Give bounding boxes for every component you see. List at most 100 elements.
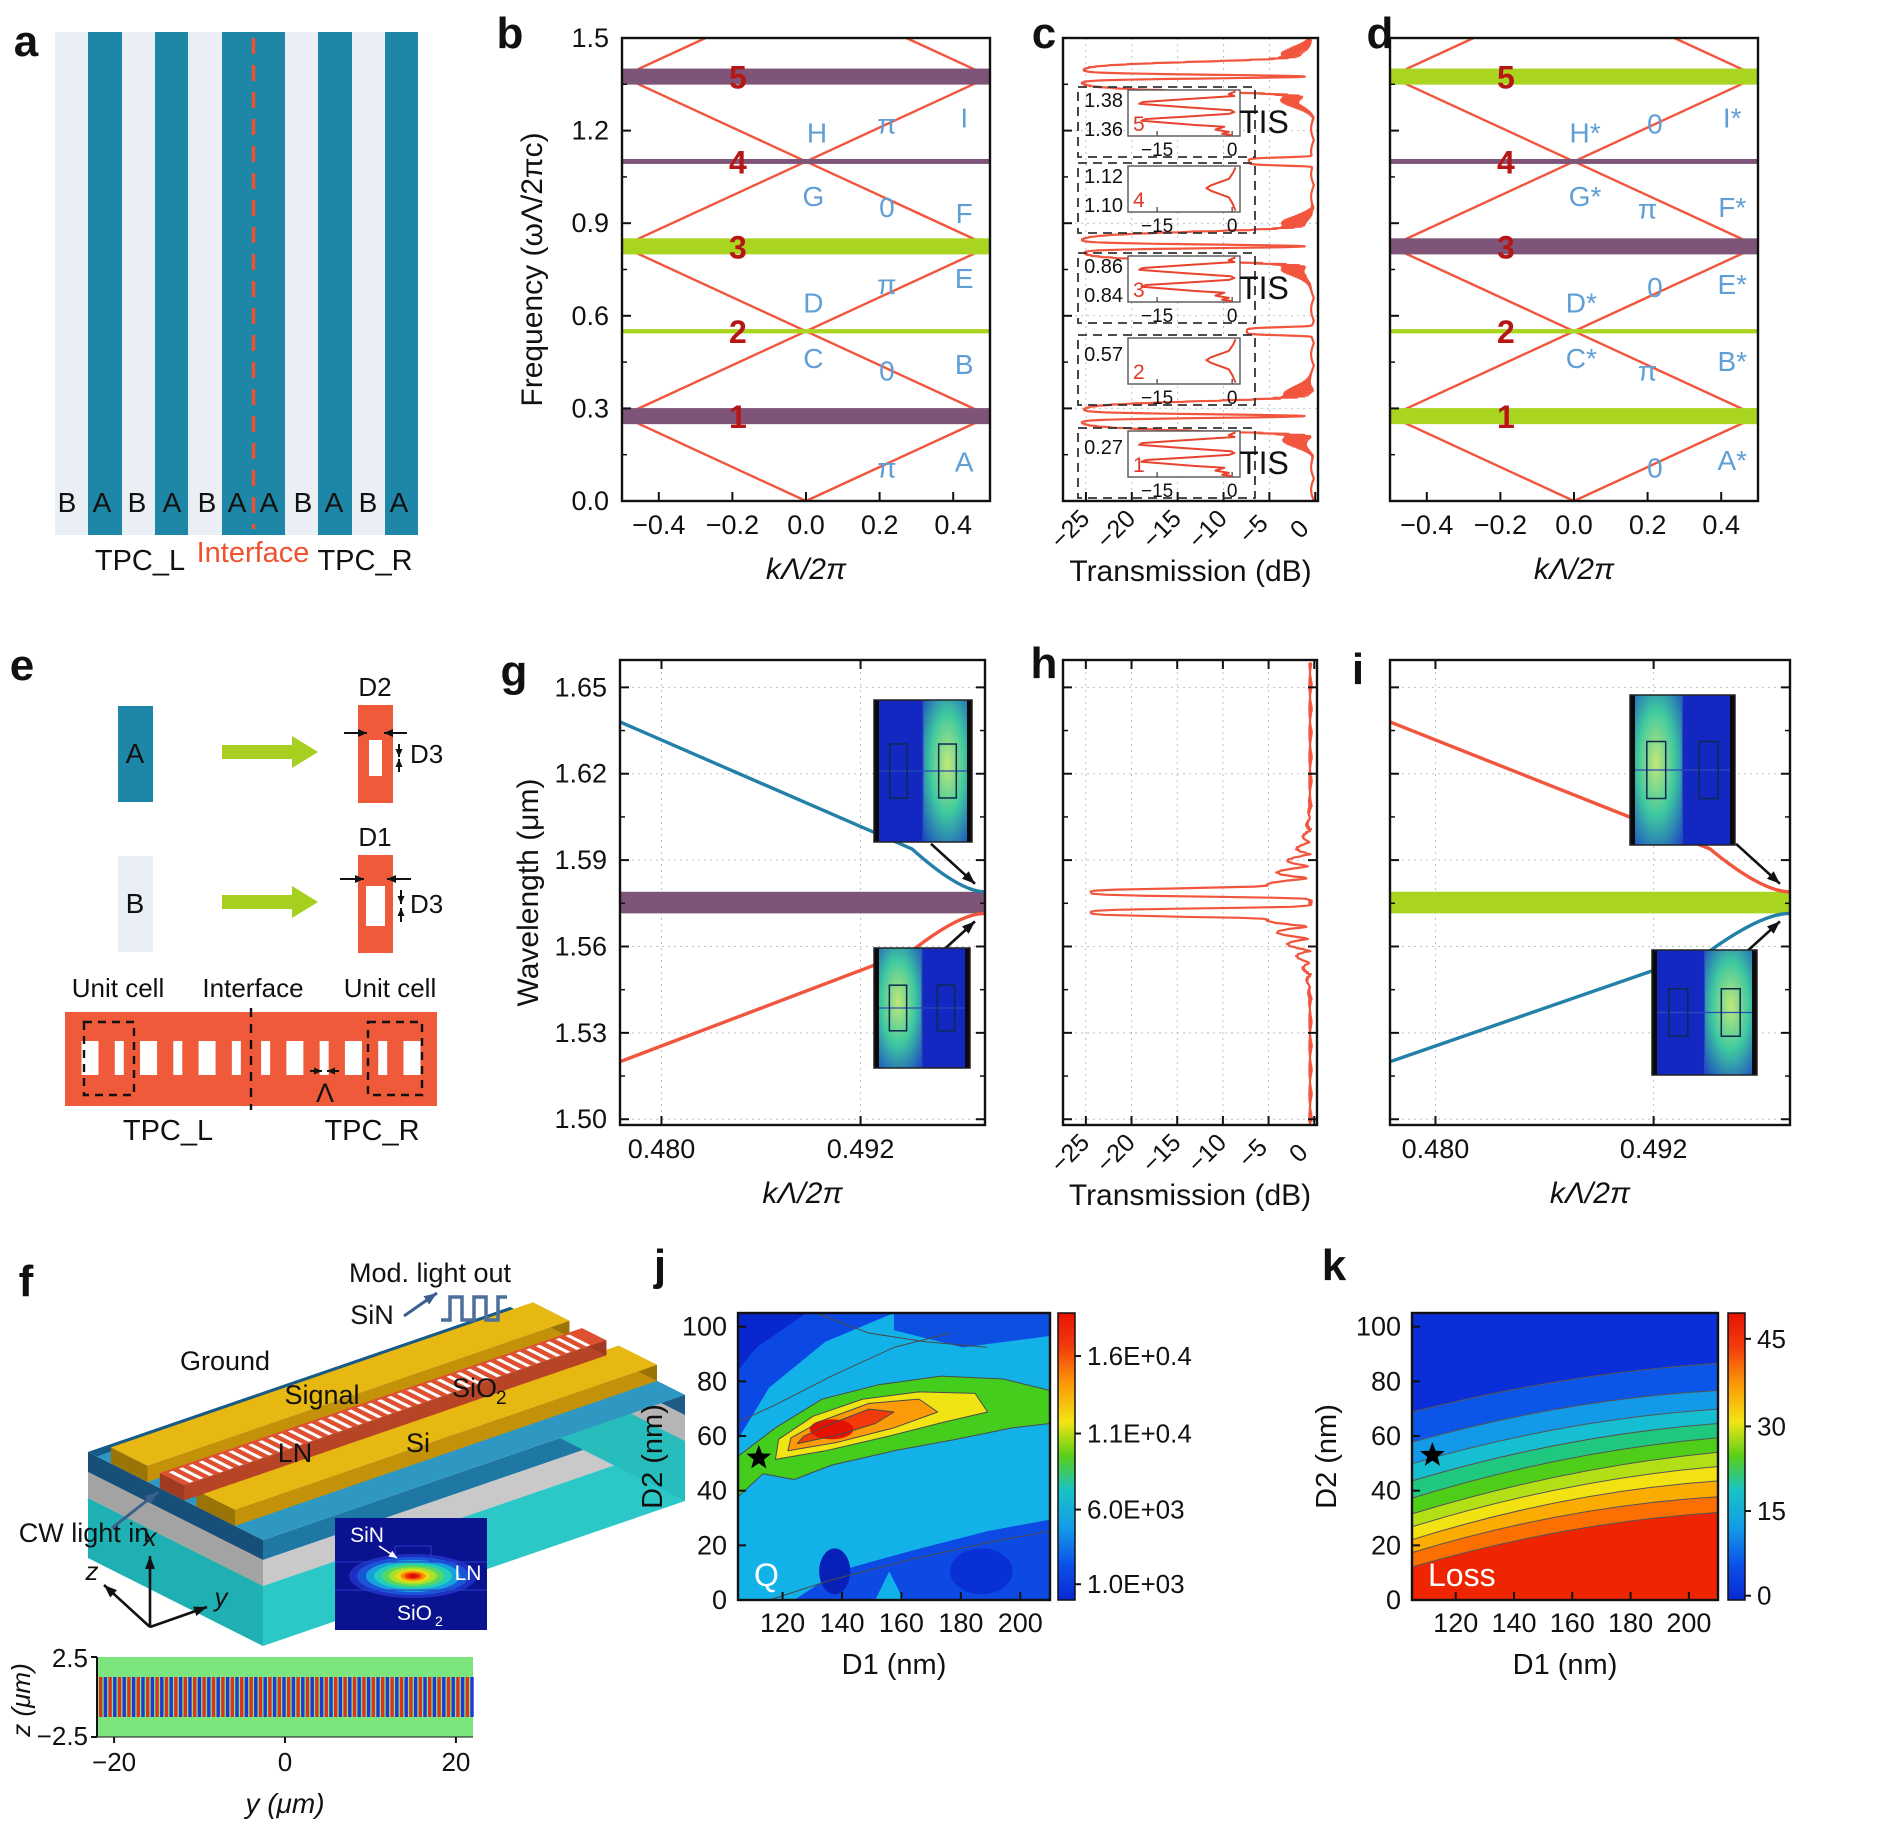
mode-point-label: 0 <box>1647 453 1663 484</box>
inset-x-tick: 0 <box>1227 140 1238 161</box>
axis-y-label: y <box>213 1582 230 1612</box>
mod-light-out-label: Mod. light out <box>349 1258 512 1288</box>
mode-point-label: B* <box>1717 346 1747 377</box>
mode-point-label: 0 <box>879 355 895 386</box>
colorbar-label: 6.0E+03 <box>1087 1495 1185 1525</box>
band-number: 2 <box>729 314 747 350</box>
inset-ln-label: LN <box>455 1562 482 1585</box>
ridge-dash <box>277 1433 303 1446</box>
ground-label: Ground <box>180 1346 270 1376</box>
y-tick-label: 100 <box>682 1312 727 1342</box>
x-tick-label: 180 <box>1608 1608 1653 1638</box>
x-tick-label: −10 <box>1182 1128 1232 1178</box>
ridge-dash <box>198 1460 224 1473</box>
sio2-label: SiO <box>452 1373 497 1403</box>
y-tick-label: 1.62 <box>554 759 607 789</box>
colorbar-label: 15 <box>1757 1496 1786 1526</box>
mode-profile-inset <box>1629 694 1736 846</box>
ln-left-face <box>88 1452 263 1560</box>
signal-electrode-top <box>196 1345 657 1510</box>
x-tick-label: 0.480 <box>628 1134 696 1164</box>
ridge-dash <box>466 1368 492 1381</box>
band-bar <box>1390 329 1758 334</box>
band-number: 1 <box>729 399 747 435</box>
y-tick-label: 1.59 <box>554 845 607 875</box>
ridge-dash <box>545 1341 571 1354</box>
x-axis-label: kΛ/2π <box>1534 553 1615 586</box>
band-number: 4 <box>729 144 747 180</box>
ridge-dash <box>396 1392 422 1405</box>
band-bar <box>622 158 990 164</box>
ridge-dash <box>486 1361 512 1374</box>
x-tick-label: −5 <box>1233 1133 1273 1173</box>
ridge-dash <box>515 1351 541 1364</box>
ridge-dash <box>228 1450 254 1463</box>
panel-i: 0.480 0.492 kΛ/2π <box>1388 658 1792 1210</box>
mode-profile-inset <box>1651 949 1758 1076</box>
waveguide-slot <box>231 1041 241 1075</box>
y-axis-label: z (μm) <box>6 1663 36 1737</box>
ridge-dash <box>456 1372 482 1384</box>
tis-inset-3: 0.86 0.84 3 −15 0 <box>1077 252 1256 327</box>
inset-band-number: 1 <box>1133 454 1145 477</box>
tis-label: TIS <box>1239 270 1289 306</box>
mode-point-label: D* <box>1566 287 1597 318</box>
mode-point-label: B <box>955 349 974 380</box>
map-label-loss: Loss <box>1428 1557 1496 1593</box>
band-number: 3 <box>1497 229 1515 265</box>
mode-point-label: A <box>955 446 974 477</box>
x-tick-label: 160 <box>879 1608 924 1638</box>
band-number: 1 <box>1497 399 1515 435</box>
inset-y-label: 1.10 <box>1084 195 1123 217</box>
mode-point-label: 0 <box>1647 272 1663 303</box>
ridge-dash <box>367 1402 393 1415</box>
x-tick-label: −5 <box>1234 509 1274 549</box>
stripe-letter: A <box>228 487 247 518</box>
d3-label: D3 <box>410 739 443 769</box>
unit-cell-label: Unit cell <box>344 973 436 1003</box>
band-bar <box>1390 238 1758 255</box>
contour-region <box>875 1571 904 1600</box>
contour-region <box>894 1313 1050 1348</box>
x-tick-label: 0.2 <box>861 510 899 540</box>
mode-point-label: A* <box>1717 445 1747 476</box>
cell-a-rect <box>118 706 153 802</box>
panel-g: 0.480 0.492 1.65 1.62 1.59 1.56 1.53 1.50 kΛ/2π W… <box>512 658 987 1210</box>
mode-point-label: D <box>803 287 823 318</box>
sin-ridge-front <box>184 1340 607 1501</box>
y-axis-label: Wavelength (μm) <box>512 779 545 1007</box>
waveguide-slot <box>81 1041 99 1075</box>
y-tick-label: 0 <box>712 1585 727 1615</box>
sio2-left-face <box>88 1472 263 1586</box>
mode-point-label: π <box>877 269 896 300</box>
ridge-dash <box>426 1382 452 1395</box>
mode-point-label: G <box>802 181 824 212</box>
si-label: Si <box>406 1428 430 1458</box>
panel-letter-c: c <box>1032 9 1056 58</box>
y-tick-label: 1.65 <box>554 672 607 702</box>
mode-point-label: E <box>955 263 974 294</box>
fold-line <box>1389 415 1575 503</box>
inset-dashed-box <box>1077 252 1256 324</box>
colorbar-loss <box>1727 1312 1746 1601</box>
tis-inset-5: 1.38 1.36 5 −15 0 <box>1077 86 1256 161</box>
x-tick-label: −20 <box>1091 504 1141 554</box>
y-tick-label: 1.2 <box>571 116 609 146</box>
inset-dashed-box <box>1077 427 1256 499</box>
d2-label: D2 <box>358 672 391 702</box>
inset-y-label: 0.86 <box>1084 256 1123 278</box>
ridge-dash <box>317 1419 343 1432</box>
x-tick-label: −0.4 <box>632 510 685 540</box>
transform-arrow-head <box>292 886 318 918</box>
sin-ridge-end <box>159 1473 185 1501</box>
y-axis-label: D2 (nm) <box>637 1404 669 1509</box>
stripe-B <box>55 32 88 535</box>
signal-electrode-front <box>235 1364 657 1526</box>
y-tick-label: 1.53 <box>554 1018 607 1048</box>
x-tick-label: −20 <box>92 1747 136 1777</box>
panel-j: 120 140 160 180 200 0 20 40 60 80 100 D1 (nm) D2 (nm… <box>637 1312 1192 1681</box>
panel-letter-b: b <box>497 9 524 58</box>
colorbar-q <box>1057 1312 1076 1601</box>
colorbar-label: 45 <box>1757 1324 1786 1354</box>
ridge-dash <box>565 1334 591 1347</box>
